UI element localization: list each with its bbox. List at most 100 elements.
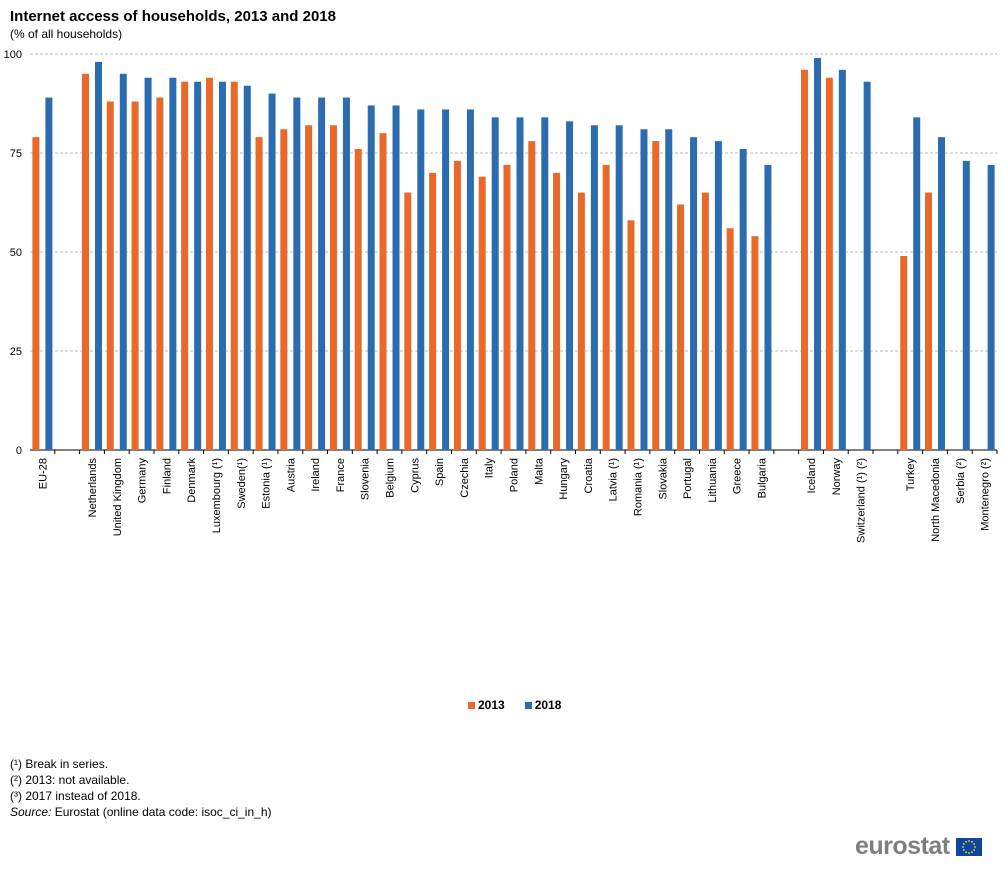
footnote-break-in-series: (¹) Break in series. [10, 757, 109, 771]
bar-2013 [255, 137, 263, 450]
x-category-label: France [335, 458, 347, 492]
bar-2013 [503, 164, 511, 450]
bar-2013 [181, 81, 189, 450]
bar-2018 [913, 117, 921, 451]
x-category-label: Luxembourg (¹) [211, 458, 223, 533]
bar-2018 [987, 164, 995, 450]
bar-2018 [690, 137, 698, 450]
bar-2013 [677, 204, 685, 450]
bar-2018 [764, 164, 772, 450]
x-category-label: Czechia [459, 457, 471, 498]
y-tick-label: 100 [4, 49, 22, 61]
bar-2013 [825, 77, 833, 450]
bar-2018 [590, 125, 598, 450]
bar-2013 [131, 101, 139, 451]
x-category-label: United Kingdom [112, 458, 124, 536]
legend-item-2013: 2013 [468, 698, 505, 712]
x-category-label: North Macedonia [930, 457, 942, 542]
x-category-label: Ireland [310, 458, 322, 492]
logo-text: eurostat [855, 832, 950, 860]
bar-2018 [392, 105, 400, 450]
bar-2013 [230, 81, 238, 450]
bar-2018 [268, 93, 276, 450]
x-category-label: Denmark [186, 458, 198, 503]
x-category-label: Finland [161, 458, 173, 494]
bar-2013 [528, 141, 536, 450]
bar-2013 [453, 160, 461, 451]
flag-star [972, 842, 975, 845]
bar-2013 [156, 97, 164, 450]
flag-star [962, 848, 965, 851]
eu-flag-icon [955, 837, 982, 856]
x-category-label: Belgium [385, 458, 397, 498]
y-tick-label: 0 [16, 445, 22, 457]
x-category-label: Spain [434, 458, 446, 486]
bar-2018 [516, 117, 524, 451]
x-category-label: Austria [285, 457, 297, 492]
flag-star [961, 845, 964, 848]
x-category-label: Greece [732, 458, 744, 494]
flag-star [973, 845, 976, 848]
legend-item-2018: 2018 [524, 698, 561, 712]
legend: 2013 2018 [468, 698, 561, 712]
bar-2018 [218, 81, 226, 450]
bar-2013 [577, 192, 585, 450]
flag-star [967, 839, 970, 842]
x-category-label: Slovenia [360, 457, 372, 500]
source-text: Eurostat (online data code: isoc_ci_in_h… [51, 805, 272, 819]
bar-2018 [615, 125, 623, 450]
x-category-label: Norway [831, 458, 843, 496]
x-category-label: Estonia (¹) [261, 458, 273, 509]
bar-2018 [144, 77, 152, 450]
bar-2018 [318, 97, 326, 450]
flag-star [970, 850, 973, 853]
x-category-label: Malta [533, 457, 545, 485]
bar-2013 [280, 129, 288, 451]
bar-2018 [541, 117, 549, 451]
bar-2013 [106, 101, 114, 451]
bar-2013 [751, 236, 759, 450]
legend-swatch-2018 [524, 701, 532, 709]
bar-2013 [32, 137, 40, 450]
flag-star [970, 840, 973, 843]
bar-2013 [329, 125, 337, 450]
flag-star [967, 851, 970, 854]
x-category-label: Hungary [558, 458, 570, 500]
bar-2018 [119, 73, 127, 451]
bar-2018 [466, 109, 474, 450]
bar-2018 [94, 61, 102, 451]
x-category-label: Lithuania [707, 457, 719, 503]
bar-2013 [925, 192, 933, 450]
x-category-label: Switzerland (¹) (²) [856, 458, 868, 543]
bar-2013 [305, 125, 313, 450]
bar-2018 [665, 129, 673, 451]
x-category-label: Cyprus [409, 458, 421, 493]
x-category-label: Netherlands [87, 458, 99, 518]
x-category-label: Poland [509, 458, 521, 492]
footnote-2017-instead: (³) 2017 instead of 2018. [10, 789, 141, 803]
chart-subtitle: (% of all households) [10, 27, 123, 41]
x-category-label: EU-28 [37, 458, 49, 489]
bar-2013 [602, 164, 610, 450]
legend-label-2013: 2013 [478, 698, 505, 712]
flag-star [964, 850, 967, 853]
bar-2013 [726, 228, 734, 450]
flag-star [972, 848, 975, 851]
bar-2018 [169, 77, 177, 450]
source-line: Source: Eurostat (online data code: isoc… [10, 804, 272, 820]
bar-2013 [81, 73, 89, 451]
bar-2018 [640, 129, 648, 451]
bar-2013 [627, 220, 635, 450]
bar-2018 [863, 81, 871, 450]
bar-2013 [404, 192, 412, 450]
y-tick-label: 25 [10, 346, 22, 358]
x-category-label: Croatia [583, 457, 595, 493]
bar-2013 [900, 255, 908, 450]
bar-2018 [962, 160, 970, 451]
bar-2018 [367, 105, 375, 450]
bar-chart: 0 25 50 75 100 EU-28 Netherlands United Kingdom… [4, 49, 998, 543]
bar-2013 [478, 176, 486, 450]
bar-2018 [938, 137, 946, 450]
bar-2018 [194, 81, 202, 450]
footnotes: (¹) Break in series. (²) 2013: not avail… [10, 756, 272, 820]
